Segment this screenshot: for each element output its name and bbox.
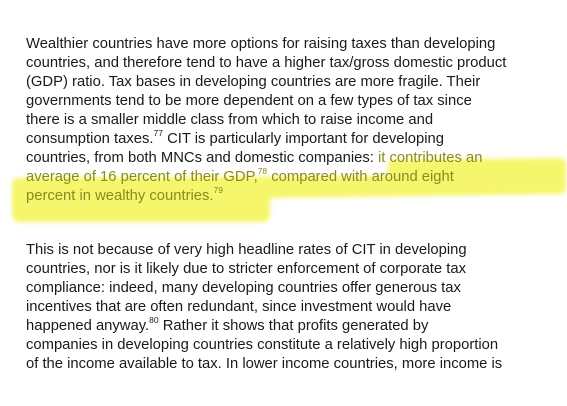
- text-segment: happened anyway.: [26, 318, 150, 334]
- paragraph-1: Wealthier countries have more options fo…: [26, 35, 556, 206]
- highlighted-line: average of 16 percent of their GDP,78 co…: [26, 166, 556, 187]
- text-segment: CIT is particularly important for develo…: [162, 131, 444, 147]
- text-line: Wealthier countries have more options fo…: [26, 36, 496, 52]
- highlighted-text: average of 16 percent of their GDP,: [26, 169, 258, 185]
- text-segment: Rather it shows that profits generated b…: [158, 318, 429, 334]
- text-line: there is a smaller middle class from whi…: [26, 112, 434, 128]
- text-line: happened anyway.80 Rather it shows that …: [26, 315, 556, 336]
- highlighted-text: it contributes an: [377, 150, 483, 166]
- text-line: governments tend to be more dependent on…: [26, 93, 472, 109]
- footnote-ref-79[interactable]: 79: [213, 185, 223, 196]
- text-segment: consumption taxes.: [26, 131, 154, 147]
- highlighted-text: percent in wealthy countries.: [26, 188, 214, 204]
- highlighted-text: compared with around eight: [267, 169, 454, 185]
- text-line: of the income available to tax. In lower…: [26, 356, 503, 372]
- footnote-ref-80[interactable]: 80: [149, 315, 159, 326]
- footnote-ref-78[interactable]: 78: [257, 166, 268, 177]
- text-line: consumption taxes.77 CIT is particularly…: [26, 128, 556, 149]
- text-line: compliance: indeed, many developing coun…: [26, 280, 461, 296]
- text-line: countries, and therefore tend to have a …: [26, 55, 507, 71]
- text-segment: countries, from both MNCs and domestic c…: [26, 150, 378, 166]
- text-line: (GDP) ratio. Tax bases in developing cou…: [26, 74, 481, 90]
- footnote-ref-77[interactable]: 77: [153, 128, 163, 139]
- text-line: incentives that are often redundant, sin…: [26, 299, 452, 315]
- highlighted-line: percent in wealthy countries.79: [26, 185, 556, 206]
- text-line: countries, nor is it likely due to stric…: [26, 261, 466, 277]
- text-line: countries, from both MNCs and domestic c…: [26, 149, 556, 168]
- text-line: companies in developing countries consti…: [26, 337, 499, 353]
- paragraph-2: This is not because of very high headlin…: [26, 241, 556, 374]
- text-line: This is not because of very high headlin…: [26, 242, 467, 258]
